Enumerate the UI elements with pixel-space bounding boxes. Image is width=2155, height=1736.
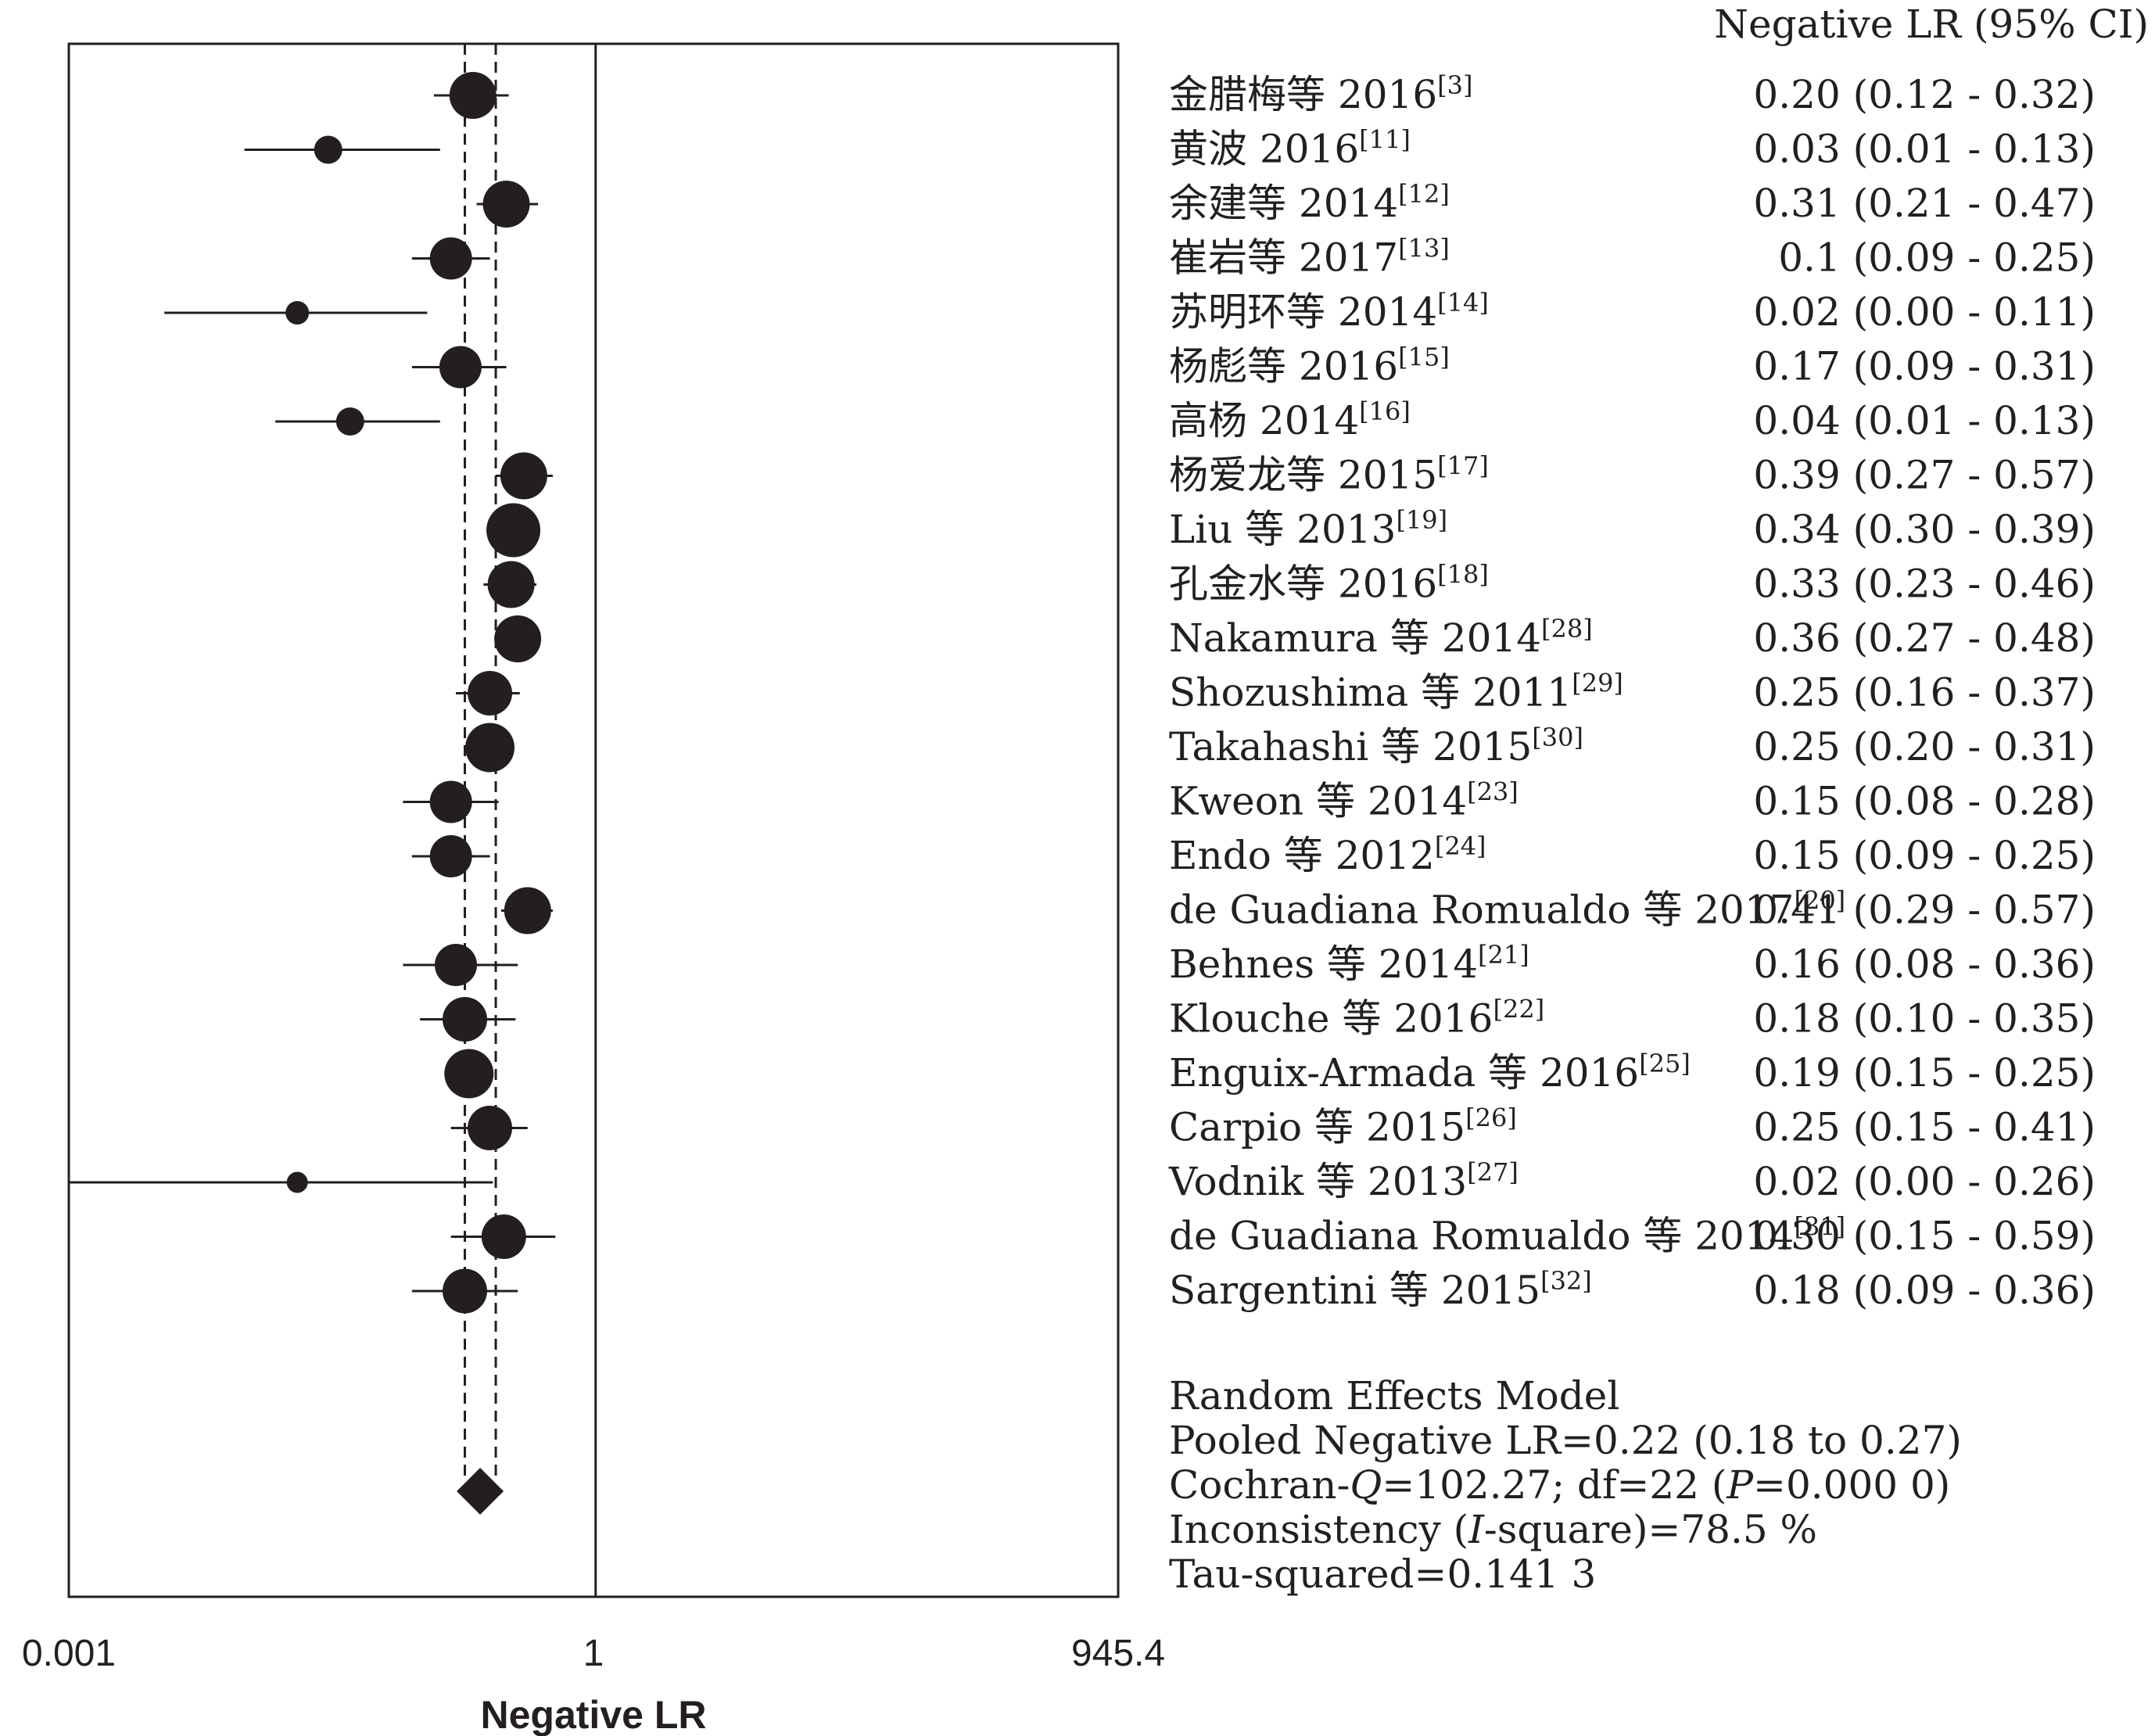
study-point	[465, 723, 515, 773]
study-label: de Guadiana Romualdo 等 2014[31]	[1169, 1212, 1845, 1259]
study-label: Klouche 等 2016[22]	[1169, 995, 1544, 1042]
study-point	[468, 671, 513, 716]
study-point	[429, 237, 472, 280]
summary-line: Cochran-Q=102.27; df=22 (P=0.000 0)	[1169, 1462, 1950, 1508]
study-value: 0.15 (0.08 - 0.28)	[1753, 779, 2096, 824]
study-label: 黄波 2016[11]	[1169, 125, 1411, 172]
study-point	[314, 135, 342, 164]
study-label: Sargentini 等 2015[32]	[1169, 1266, 1592, 1313]
study-point	[442, 1268, 487, 1314]
study-label: de Guadiana Romualdo 等 2017[20]	[1169, 886, 1845, 933]
study-value: 0.31 (0.21 - 0.47)	[1753, 181, 2096, 226]
study-value: 0.02 (0.00 - 0.26)	[1753, 1159, 2096, 1204]
summary-line: Random Effects Model	[1169, 1373, 1619, 1419]
study-value: 0.16 (0.08 - 0.36)	[1753, 942, 2096, 987]
reference-lines	[463, 44, 597, 1597]
study-point	[286, 1171, 308, 1193]
study-values: 0.20 (0.12 - 0.32) 0.03 (0.01 - 0.13) 0.31…	[1753, 72, 2096, 1313]
study-point	[500, 452, 547, 500]
study-value: 0.18 (0.10 - 0.35)	[1753, 996, 2096, 1042]
x-axis-label: Negative LR	[481, 1693, 707, 1736]
study-label: Behnes 等 2014[21]	[1169, 940, 1529, 987]
study-value: 0.15 (0.09 - 0.25)	[1753, 833, 2096, 878]
study-label: Takahashi 等 2015[30]	[1169, 723, 1583, 769]
study-point	[494, 615, 542, 662]
study-marks	[69, 72, 556, 1515]
study-label: Kweon 等 2014[23]	[1169, 777, 1519, 824]
pooled-diamond	[457, 1468, 504, 1515]
study-label: Shozushima 等 2011[29]	[1169, 669, 1623, 716]
study-label: Carpio 等 2015[26]	[1169, 1103, 1517, 1150]
study-label: 杨爱龙等 2015[17]	[1169, 451, 1489, 498]
study-label: 崔岩等 2017[13]	[1169, 234, 1450, 281]
study-value: 0.1 (0.09 - 0.25)	[1778, 235, 2096, 281]
summary-line: Tau-squared=0.141 3	[1169, 1551, 1596, 1597]
study-point	[429, 780, 472, 823]
study-label: Nakamura 等 2014[28]	[1169, 614, 1593, 661]
study-point	[482, 181, 530, 228]
study-value: 0.30 (0.15 - 0.59)	[1753, 1214, 2096, 1259]
x-tick-label-mid: 1	[583, 1633, 604, 1674]
study-label: 杨彪等 2016[15]	[1169, 343, 1450, 389]
study-point	[335, 407, 364, 436]
study-label: 金腊梅等 2016[3]	[1169, 70, 1472, 117]
summary-line: Pooled Negative LR=0.22 (0.18 to 0.27)	[1169, 1418, 1962, 1463]
study-point	[487, 561, 535, 608]
study-value: 0.18 (0.09 - 0.36)	[1753, 1268, 2096, 1313]
x-tick-label-max: 945.4	[1071, 1633, 1165, 1674]
study-value: 0.25 (0.20 - 0.31)	[1753, 724, 2096, 769]
study-value: 0.25 (0.16 - 0.37)	[1753, 670, 2096, 716]
study-value: 0.03 (0.01 - 0.13)	[1753, 127, 2096, 172]
study-value: 0.33 (0.23 - 0.46)	[1753, 561, 2096, 607]
study-label: 苏明环等 2014[14]	[1169, 288, 1489, 335]
study-label: Endo 等 2012[24]	[1169, 831, 1486, 878]
study-label: 孔金水等 2016[18]	[1169, 560, 1489, 607]
study-point	[449, 72, 497, 119]
study-value: 0.04 (0.01 - 0.13)	[1753, 398, 2096, 443]
study-value: 0.39 (0.27 - 0.57)	[1753, 453, 2096, 498]
plot-frame	[67, 42, 1120, 1598]
study-value: 0.19 (0.15 - 0.25)	[1753, 1050, 2096, 1096]
study-label: Vodnik 等 2013[27]	[1168, 1157, 1519, 1204]
study-value: 0.41 (0.29 - 0.57)	[1753, 888, 2096, 933]
study-point	[444, 1049, 494, 1099]
study-value: 0.25 (0.15 - 0.41)	[1753, 1105, 2096, 1150]
study-point	[429, 835, 472, 877]
study-value: 0.02 (0.00 - 0.11)	[1753, 289, 2096, 335]
study-point	[481, 1214, 526, 1259]
study-value: 0.36 (0.27 - 0.48)	[1753, 615, 2096, 661]
study-labels: 金腊梅等 2016[3] 黄波 2016[11] 余建等 2014[12] 崔岩等 2…	[1168, 70, 1845, 1313]
study-label: Enguix-Armada 等 2016[25]	[1169, 1049, 1691, 1096]
study-point	[486, 503, 541, 558]
study-point	[434, 944, 477, 986]
study-point	[468, 1106, 513, 1150]
study-point	[504, 887, 551, 934]
study-value: 0.34 (0.30 - 0.39)	[1753, 507, 2096, 552]
study-label: 高杨 2014[16]	[1169, 396, 1411, 443]
x-tick-label-min: 0.001	[22, 1633, 116, 1674]
study-label: 余建等 2014[12]	[1169, 179, 1450, 226]
study-point	[439, 346, 482, 389]
study-label: Liu 等 2013[19]	[1169, 505, 1447, 552]
study-point	[285, 301, 310, 325]
study-value: 0.20 (0.12 - 0.32)	[1753, 72, 2096, 117]
study-value: 0.17 (0.09 - 0.31)	[1753, 344, 2096, 389]
column-header: Negative LR (95% CI)	[1714, 2, 2149, 47]
summary-line: Inconsistency (I-square)=78.5 %	[1169, 1507, 1817, 1552]
study-point	[442, 997, 487, 1042]
